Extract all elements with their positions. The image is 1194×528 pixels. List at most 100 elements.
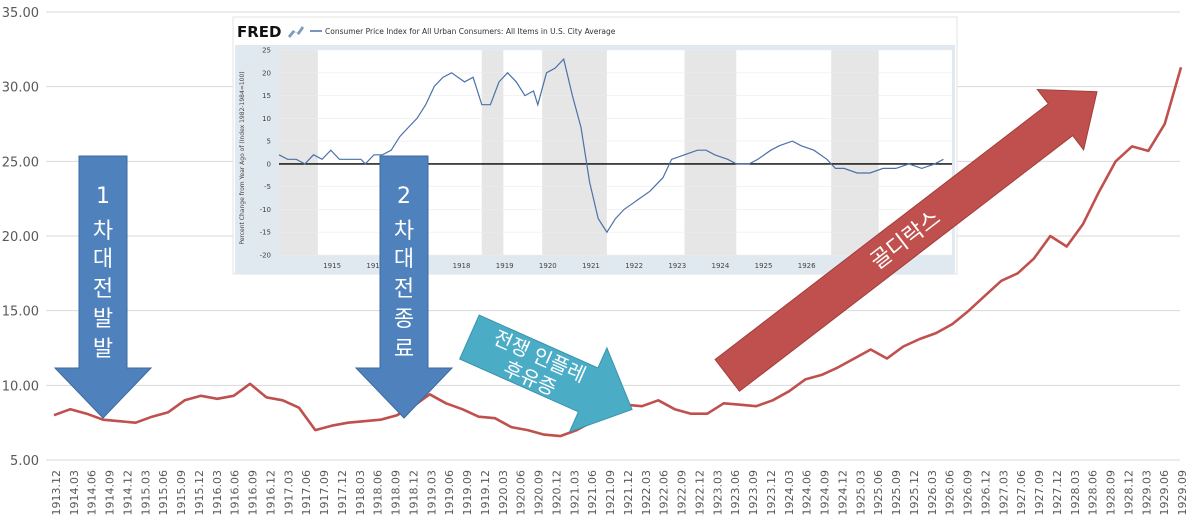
- ww1-start-label-6: 발: [93, 337, 113, 362]
- inset-x-tick-label: 1916: [366, 262, 384, 270]
- x-tick-label: 1923.09: [747, 470, 760, 516]
- x-tick-label: 1925.12: [908, 470, 921, 516]
- ww1-end-label-6: 료: [394, 337, 414, 362]
- inset-x-tick-label: 1923: [668, 262, 686, 270]
- x-tick-label: 1920.09: [533, 470, 546, 516]
- x-tick-label: 1917.12: [336, 470, 349, 516]
- x-tick-label: 1918.03: [354, 470, 367, 516]
- ww1-end-label-3: 대: [394, 247, 414, 272]
- x-tick-label: 1915.12: [193, 470, 206, 516]
- y-tick-label: 25.00: [2, 155, 39, 170]
- x-tick-label: 1914.06: [86, 470, 99, 516]
- x-tick-label: 1929.03: [1140, 470, 1153, 516]
- ww1-end-arrow: 2 차 대 전 종 료: [354, 155, 454, 419]
- x-tick-label: 1927.12: [1051, 470, 1064, 516]
- x-tick-label: 1929.09: [1176, 470, 1189, 516]
- x-tick-label: 1918.06: [372, 470, 385, 516]
- x-tick-label: 1917.09: [318, 470, 331, 516]
- x-tick-label: 1919.12: [479, 470, 492, 516]
- x-tick-label: 1922.12: [693, 470, 706, 516]
- inset-recession-band: [279, 50, 318, 255]
- inset-y-tick-label: -10: [260, 206, 271, 214]
- x-tick-label: 1914.09: [104, 470, 117, 516]
- x-tick-label: 1926.03: [926, 470, 939, 516]
- x-tick-label: 1917.03: [282, 470, 295, 516]
- inset-x-tick-label: 1926: [798, 262, 816, 270]
- x-tick-label: 1924.12: [836, 470, 849, 516]
- x-tick-label: 1920.06: [515, 470, 528, 516]
- inset-x-tick-label: 1915: [323, 262, 341, 270]
- x-tick-label: 1918.09: [390, 470, 403, 516]
- goldilocks-arrow: 골디락스: [714, 88, 1098, 392]
- inset-recession-band: [542, 50, 607, 255]
- postwar-arrow-shape: [459, 314, 633, 433]
- x-tick-label: 1924.03: [783, 470, 796, 516]
- x-tick-label: 1923.12: [765, 470, 778, 516]
- fred-inset-chart: FRED Consumer Price Index for All Urban …: [232, 16, 958, 275]
- inset-x-tick-label: 1922: [625, 262, 643, 270]
- ww1-start-label-5: 발: [93, 307, 113, 332]
- inset-x-tick-label: 1920: [539, 262, 557, 270]
- x-tick-label: 1916.06: [229, 470, 242, 516]
- inset-y-tick-label: 25: [262, 47, 271, 55]
- x-tick-label: 1927.03: [997, 470, 1010, 516]
- x-tick-label: 1915.06: [157, 470, 170, 516]
- ww1-start-arrow-shape: [53, 155, 153, 419]
- x-tick-label: 1914.12: [121, 470, 134, 516]
- x-tick-label: 1928.09: [1105, 470, 1118, 516]
- inset-y-tick-label: 20: [262, 69, 271, 77]
- inset-y-tick-label: 15: [262, 92, 271, 100]
- x-tick-label: 1921.03: [568, 470, 581, 516]
- x-tick-label: 1923.06: [729, 470, 742, 516]
- ww1-end-label-5: 종: [394, 307, 414, 332]
- ww1-start-label-1: 1: [96, 184, 110, 209]
- inset-x-tick-label: 1924: [711, 262, 729, 270]
- x-tick-label: 1925.03: [854, 470, 867, 516]
- x-tick-label: 1925.09: [890, 470, 903, 516]
- x-tick-label: 1917.06: [300, 470, 313, 516]
- fred-logo-icon: [288, 26, 304, 38]
- ww1-start-label-2: 차: [93, 219, 113, 244]
- x-tick-label: 1922.03: [640, 470, 653, 516]
- x-tick-label: 1927.06: [1015, 470, 1028, 516]
- x-axis-ticks: 1913.12 1914.03 1914.06 1914.09 1914.12 1915.…: [50, 470, 1189, 516]
- inset-title: Consumer Price Index for All Urban Consu…: [325, 27, 616, 36]
- x-tick-label: 1918.12: [407, 470, 420, 516]
- inset-y-tick-label: 5: [267, 138, 271, 146]
- y-tick-label: 15.00: [2, 305, 39, 320]
- x-tick-label: 1914.03: [68, 470, 81, 516]
- x-tick-label: 1925.06: [872, 470, 885, 516]
- ww1-start-label-3: 대: [93, 247, 113, 272]
- ww1-end-label-2: 차: [394, 219, 414, 244]
- y-tick-label: 10.00: [2, 379, 39, 394]
- inset-y-ticks: 25 20 15 10 5 0 -5 -10 -15 -20: [260, 47, 271, 260]
- x-tick-label: 1921.12: [622, 470, 635, 516]
- inset-y-tick-label: -15: [260, 229, 271, 237]
- x-tick-label: 1919.03: [425, 470, 438, 516]
- inset-y-axis-label: Percent Change from Year Ago of (Index 1…: [239, 71, 246, 244]
- x-tick-label: 1921.06: [586, 470, 599, 516]
- inset-recession-band: [831, 50, 879, 255]
- inset-x-tick-label: 1921: [582, 262, 600, 270]
- x-tick-label: 1919.09: [461, 470, 474, 516]
- x-tick-label: 1923.03: [711, 470, 724, 516]
- y-axis-ticks: 5.00 10.00 15.00 20.00 25.00 30.00 35.00: [2, 6, 39, 469]
- x-tick-label: 1928.12: [1122, 470, 1135, 516]
- x-tick-label: 1920.12: [550, 470, 563, 516]
- ww1-end-arrow-shape: [354, 155, 454, 419]
- x-tick-label: 1915.03: [139, 470, 152, 516]
- x-tick-label: 1922.09: [676, 470, 689, 516]
- inset-cpi-line: [278, 57, 944, 234]
- inset-x-tick-label: 1925: [755, 262, 773, 270]
- y-tick-label: 20.00: [2, 230, 39, 245]
- x-tick-label: 1915.09: [175, 470, 188, 516]
- x-tick-label: 1924.06: [801, 470, 814, 516]
- inset-y-tick-label: 10: [262, 115, 271, 123]
- x-tick-label: 1928.06: [1087, 470, 1100, 516]
- x-tick-label: 1929.06: [1158, 470, 1171, 516]
- ww1-start-label-4: 전: [93, 277, 113, 302]
- inset-y-tick-label: -5: [264, 183, 271, 191]
- x-tick-label: 1926.12: [979, 470, 992, 516]
- inset-x-tick-label: 1919: [496, 262, 514, 270]
